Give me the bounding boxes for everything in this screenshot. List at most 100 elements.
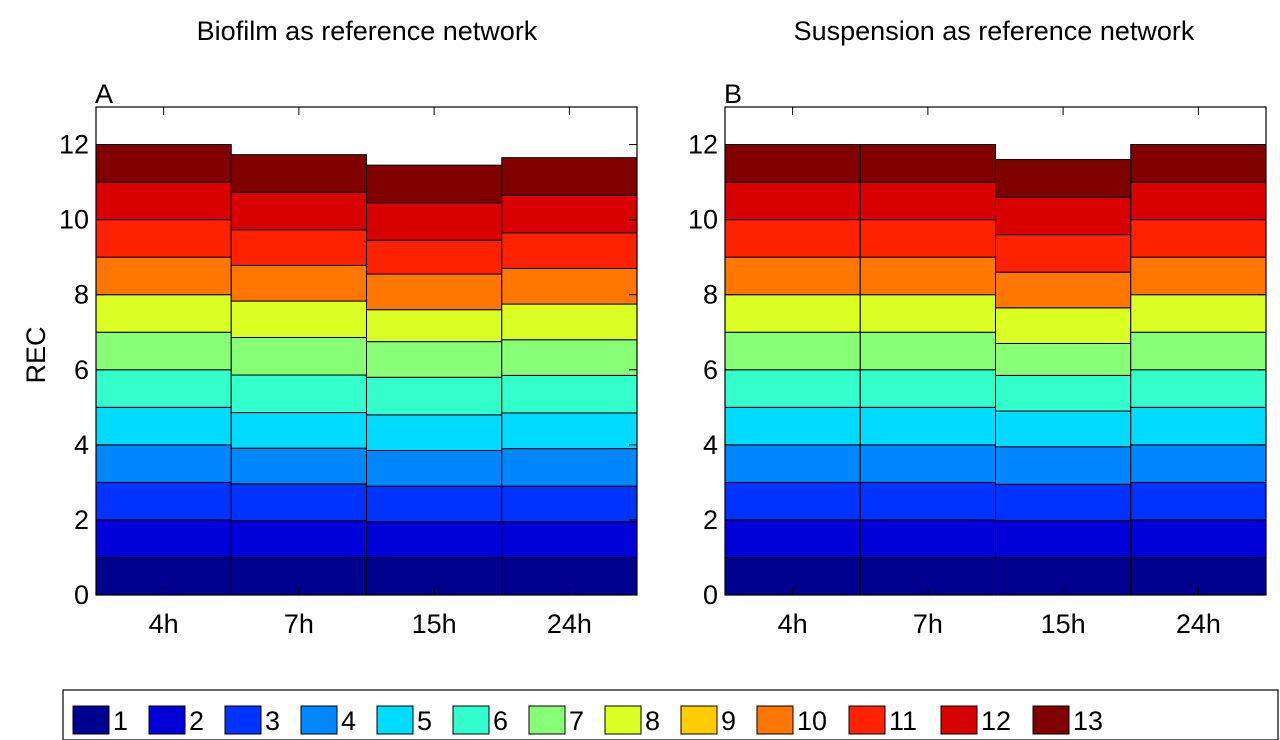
bar-segment-7h-layer-4 [230, 447, 367, 485]
bar-segment-24h-layer-7 [1130, 331, 1267, 371]
legend-swatch-1 [72, 705, 110, 735]
legend-label-5: 5 [417, 706, 432, 736]
panel-b-plot: 0 2 4 6 8 10 12 4h 7h 15h 24h [688, 106, 1267, 639]
y-tick-label: 12 [688, 130, 718, 160]
bar-segment-4h-layer-2 [95, 519, 232, 558]
bar-segment-7h-layer-10 [230, 264, 367, 302]
bar-segment-24h-layer-11 [1130, 219, 1267, 258]
panel-b-letter: B [724, 79, 742, 109]
bar-segment-15h-layer-13 [366, 164, 503, 204]
legend-swatch-10 [756, 705, 794, 735]
bar-segment-24h-layer-2 [501, 521, 638, 558]
y-tick-label: 8 [74, 280, 89, 310]
y-tick-label: 6 [703, 355, 718, 385]
legend-label-1: 1 [113, 706, 128, 736]
bar-segment-15h-layer-7 [995, 342, 1132, 376]
bar-segment-24h-layer-12 [501, 194, 638, 234]
bar-segment-24h-layer-11 [501, 232, 638, 269]
bar-segment-7h-layer-5 [859, 406, 996, 446]
bar-segment-15h-layer-2 [995, 520, 1132, 558]
bar-segment-15h-layer-4 [366, 449, 503, 487]
legend-swatch-13 [1032, 705, 1070, 735]
y-axis-label: REC [21, 326, 51, 383]
y-tick-label: 4 [74, 430, 89, 460]
legend-label-11: 11 [889, 706, 917, 736]
panel-a-letter: A [95, 79, 113, 109]
bar-segment-7h-layer-5 [230, 412, 367, 449]
bar-segment-24h-layer-8 [501, 303, 638, 341]
bar-segment-4h-layer-5 [95, 406, 232, 446]
bar-segment-7h-layer-8 [859, 294, 996, 333]
bar-segment-4h-layer-11 [724, 219, 861, 258]
panel-b-title: Suspension as reference network [794, 16, 1195, 46]
bar-segment-7h-layer-3 [859, 481, 996, 521]
x-tick-label-15h: 15h [412, 609, 457, 639]
bar-segment-7h-layer-12 [230, 191, 367, 231]
plot-frame [724, 106, 1267, 596]
legend-swatch-5 [376, 705, 414, 735]
legend-label-9: 9 [721, 706, 736, 736]
bar-segment-7h-layer-3 [230, 483, 367, 522]
bar-segment-4h-layer-3 [724, 481, 861, 521]
bar-segment-24h-layer-10 [501, 267, 638, 305]
legend-swatch-7 [528, 705, 566, 735]
legend-label-6: 6 [493, 706, 508, 736]
bar-segment-7h-layer-12 [859, 181, 996, 221]
legend-label-13: 13 [1073, 706, 1103, 736]
bar-segment-4h-layer-13 [724, 144, 861, 183]
bar-segment-24h-layer-6 [1130, 369, 1267, 408]
x-tick-label-7h: 7h [913, 609, 943, 639]
y-tick-label: 2 [74, 505, 89, 535]
legend-swatch-8 [604, 705, 642, 735]
bar-segment-24h-layer-4 [501, 448, 638, 487]
bar-segment-7h-layer-11 [230, 229, 367, 266]
bar-segment-15h-layer-5 [366, 414, 503, 451]
bar-segment-7h-layer-11 [859, 219, 996, 258]
y-tick-label: 4 [703, 430, 718, 460]
legend-label-10: 10 [797, 706, 827, 736]
bar-segment-15h-layer-11 [995, 234, 1132, 273]
bar-segment-24h-layer-13 [501, 157, 638, 196]
legend-label-7: 7 [569, 706, 584, 736]
legend-label-4: 4 [341, 706, 356, 736]
bar-segment-24h-layer-4 [1130, 444, 1267, 483]
legend-swatch-4 [300, 705, 338, 735]
x-tick-label-7h: 7h [284, 609, 314, 639]
bar-segment-7h-layer-13 [230, 154, 367, 193]
bar-segment-4h-layer-8 [724, 294, 861, 333]
x-tick-label-4h: 4h [778, 609, 808, 639]
bar-segment-4h-layer-7 [95, 331, 232, 371]
bar-segment-4h-layer-10 [724, 256, 861, 296]
y-tick-label: 0 [74, 580, 89, 610]
bar-segment-15h-layer-5 [995, 410, 1132, 448]
bar-segment-7h-layer-7 [230, 336, 367, 376]
y-tick-label: 10 [59, 205, 89, 235]
legend: 1 2 3 4 5 6 7 8 9 10 11 12 13 [62, 689, 1279, 740]
bar-segment-15h-layer-11 [366, 239, 503, 275]
bar-segment-15h-layer-12 [995, 196, 1132, 236]
bar-segment-7h-layer-7 [859, 331, 996, 371]
bar-segment-15h-layer-13 [995, 159, 1132, 198]
bar-segment-24h-layer-13 [1130, 144, 1267, 183]
bar-segment-15h-layer-6 [366, 376, 503, 416]
bar-segment-15h-layer-2 [366, 521, 503, 558]
bar-segment-4h-layer-3 [95, 481, 232, 521]
bar-segment-15h-layer-8 [995, 307, 1132, 344]
bar-segment-15h-layer-12 [366, 202, 503, 241]
y-tick-label: 10 [688, 205, 718, 235]
bar-segment-15h-layer-4 [995, 446, 1132, 485]
y-tick-label: 6 [74, 355, 89, 385]
bar-segment-24h-layer-12 [1130, 181, 1267, 221]
bar-segment-15h-layer-10 [995, 271, 1132, 309]
bar-segment-4h-layer-13 [95, 144, 232, 183]
legend-swatch-3 [224, 705, 262, 735]
legend-swatch-12 [940, 705, 978, 735]
bar-segment-24h-layer-5 [501, 412, 638, 450]
y-tick-label: 0 [703, 580, 718, 610]
bar-segment-15h-layer-6 [995, 374, 1132, 412]
bar-segment-4h-layer-7 [724, 331, 861, 371]
bar-segment-7h-layer-13 [859, 144, 996, 183]
legend-label-12: 12 [981, 706, 1011, 736]
legend-swatch-2 [148, 705, 186, 735]
legend-label-8: 8 [645, 706, 660, 736]
